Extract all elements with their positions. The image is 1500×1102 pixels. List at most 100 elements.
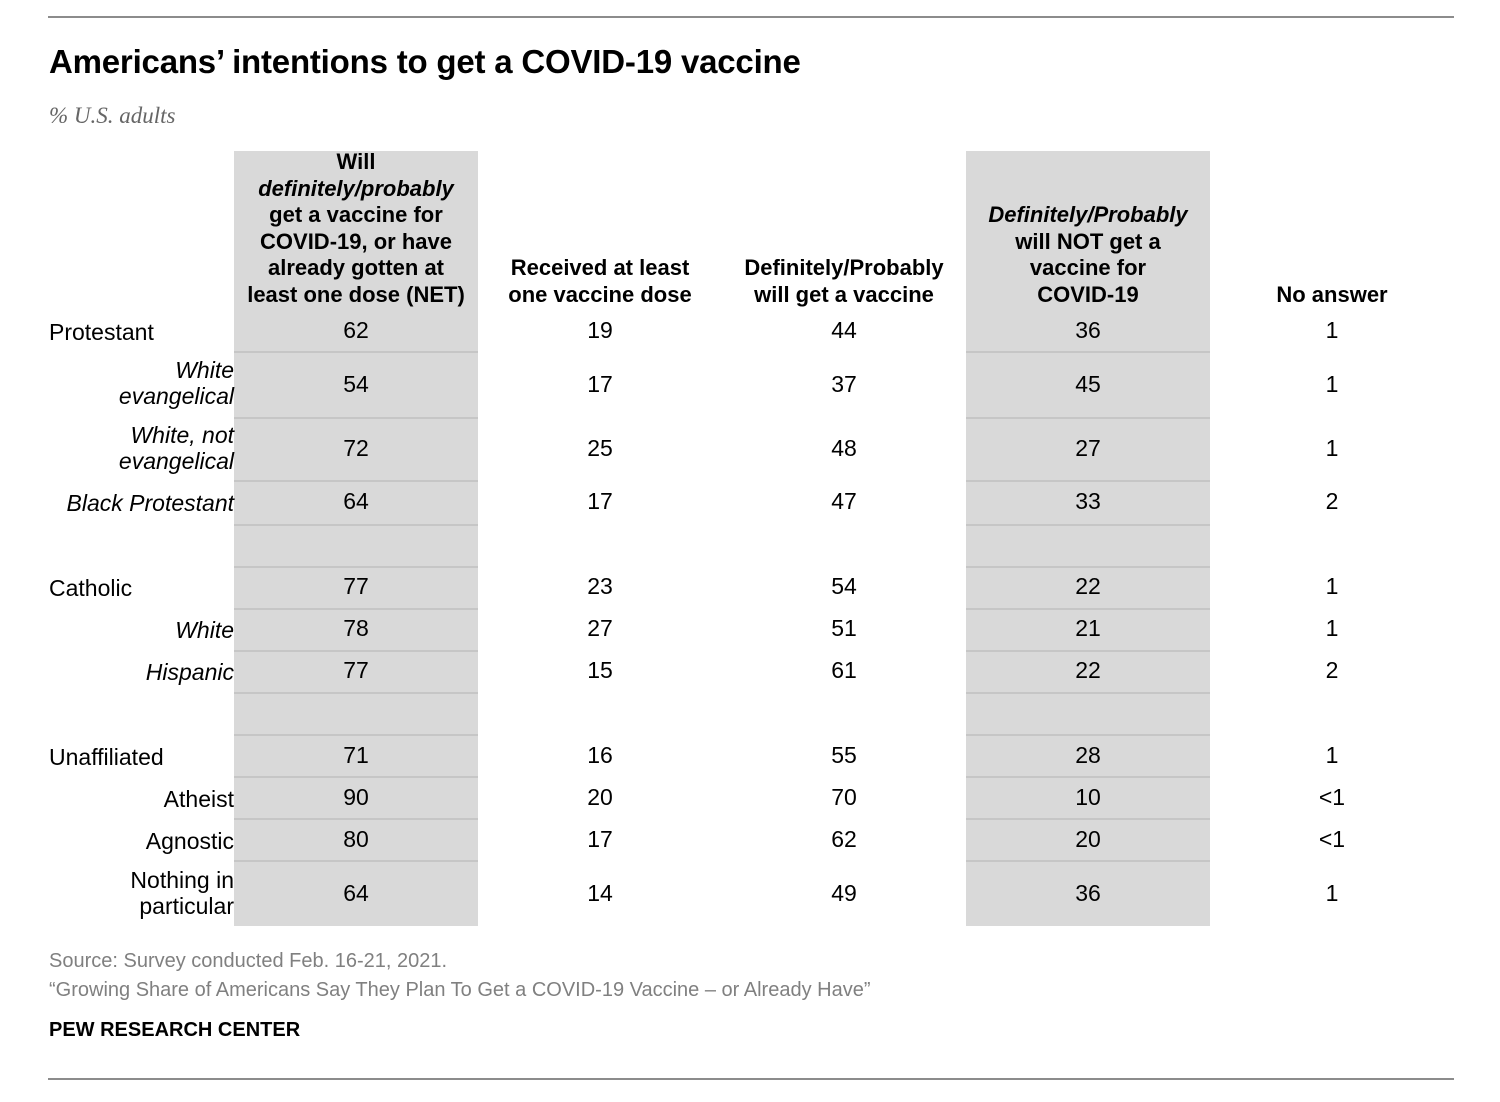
data-cell: 37	[831, 371, 857, 397]
column-header-line: least one dose (NET)	[247, 281, 465, 307]
row-label-line: Protestant	[49, 319, 154, 345]
data-cell: 20	[1075, 826, 1101, 852]
data-cell: 77	[343, 657, 369, 683]
data-cell: 14	[587, 880, 613, 906]
data-cell: 27	[587, 615, 613, 641]
column-header: Definitely/Probably will NOT get a vaccine…	[966, 151, 1210, 308]
chart-subtitle: % U.S. adults	[49, 103, 176, 128]
data-cell: 1	[1325, 573, 1339, 599]
row-separator	[234, 351, 478, 353]
row-separator	[234, 692, 478, 694]
row-separator	[234, 734, 478, 736]
row-label: Black Protestant	[67, 490, 234, 516]
column-header-line: Definitely/Probably	[744, 255, 944, 280]
column-header-line: one vaccine dose	[508, 281, 692, 307]
column-header-line: get a vaccine for	[269, 202, 443, 227]
data-cell: 33	[1075, 488, 1101, 514]
data-cell: 16	[587, 742, 613, 768]
data-cell: 64	[343, 488, 369, 514]
row-separator	[966, 351, 1210, 353]
column-header-line: vaccine for	[1029, 255, 1147, 280]
row-label: Catholic	[49, 575, 132, 601]
data-cell: 71	[343, 742, 369, 768]
column-header-line: COVID-19, or have	[260, 228, 452, 254]
row-label: White	[175, 617, 234, 643]
row-separator	[966, 692, 1210, 694]
row-label-line: Atheist	[163, 786, 234, 812]
row-separator	[234, 566, 478, 568]
data-cell: 2	[1325, 657, 1339, 683]
data-cell: 2	[1325, 488, 1339, 514]
column-header-line: No answer	[1276, 281, 1388, 307]
data-cell: <1	[1318, 826, 1346, 852]
data-cell: 19	[587, 317, 613, 343]
data-cell: 78	[343, 615, 369, 641]
row-label-line: Unaffiliated	[49, 744, 164, 770]
row-label-line: evangelical	[118, 383, 234, 409]
row-label-line: White, not	[130, 422, 234, 448]
data-cell: 27	[1075, 435, 1101, 461]
row-label: White evangelical	[119, 357, 234, 409]
data-cell: 17	[587, 371, 613, 397]
column-header-line: COVID-19	[1037, 281, 1139, 307]
source-line: Source: Survey conducted Feb. 16-21, 202…	[49, 950, 448, 972]
pew-research-center-logo: PEW RESEARCH CENTER	[49, 1019, 301, 1041]
data-cell: 36	[1075, 317, 1101, 343]
row-label: Unaffiliated	[49, 744, 164, 770]
row-separator	[234, 608, 478, 610]
row-separator	[234, 417, 478, 419]
column-header-line: Received at least	[510, 255, 690, 280]
row-separator	[234, 776, 478, 778]
row-separator	[966, 524, 1210, 526]
data-cell: 22	[1075, 573, 1101, 599]
data-cell: 77	[343, 573, 369, 599]
column-header: Received at least one vaccine dose	[478, 151, 722, 308]
row-separator	[966, 776, 1210, 778]
row-label: Hispanic	[146, 659, 234, 685]
row-label-line: Hispanic	[145, 659, 234, 685]
row-label: White, not evangelical	[119, 422, 234, 474]
data-cell: 1	[1325, 317, 1339, 343]
row-separator	[966, 608, 1210, 610]
row-separator	[966, 480, 1210, 482]
row-separator	[966, 417, 1210, 419]
data-cell: 1	[1325, 742, 1339, 768]
data-cell: 22	[1075, 657, 1101, 683]
row-separator	[966, 566, 1210, 568]
column-header: No answer	[1210, 151, 1454, 308]
column-header-line: Will	[336, 149, 376, 174]
column-header-line: Definitely/Probably	[988, 202, 1188, 227]
row-separator	[234, 818, 478, 820]
data-cell: 62	[831, 826, 857, 852]
shaded-column-background	[234, 151, 478, 926]
data-cell: 25	[587, 435, 613, 461]
data-cell: 62	[343, 317, 369, 343]
row-separator	[234, 480, 478, 482]
data-cell: 17	[587, 488, 613, 514]
data-cell: 1	[1325, 615, 1339, 641]
bottom-rule	[48, 1078, 1454, 1080]
data-cell: 28	[1075, 742, 1101, 768]
data-cell: 44	[831, 317, 857, 343]
data-cell: 80	[343, 826, 369, 852]
row-label-line: Agnostic	[145, 828, 234, 854]
row-label-line: Catholic	[49, 575, 133, 601]
column-header-line: will NOT get a	[1015, 228, 1161, 254]
row-separator	[966, 818, 1210, 820]
data-cell: 48	[831, 435, 857, 461]
column-header-line: already gotten at	[267, 255, 445, 280]
row-label: Protestant	[49, 319, 154, 345]
row-label-line: Nothing in	[130, 867, 234, 893]
data-cell: 20	[587, 784, 613, 810]
data-cell: 23	[587, 573, 613, 599]
row-separator	[234, 524, 478, 526]
column-header: Will definitely/probably get a vaccine for…	[234, 149, 478, 308]
data-cell: 36	[1075, 880, 1101, 906]
data-cell: 90	[343, 784, 369, 810]
data-cell: 49	[831, 880, 857, 906]
row-separator	[966, 860, 1210, 862]
row-label-line: particular	[139, 893, 234, 919]
data-cell: 17	[587, 826, 613, 852]
data-cell: 70	[831, 784, 857, 810]
chart-title: Americans’ intentions to get a COVID-19 …	[49, 43, 801, 80]
